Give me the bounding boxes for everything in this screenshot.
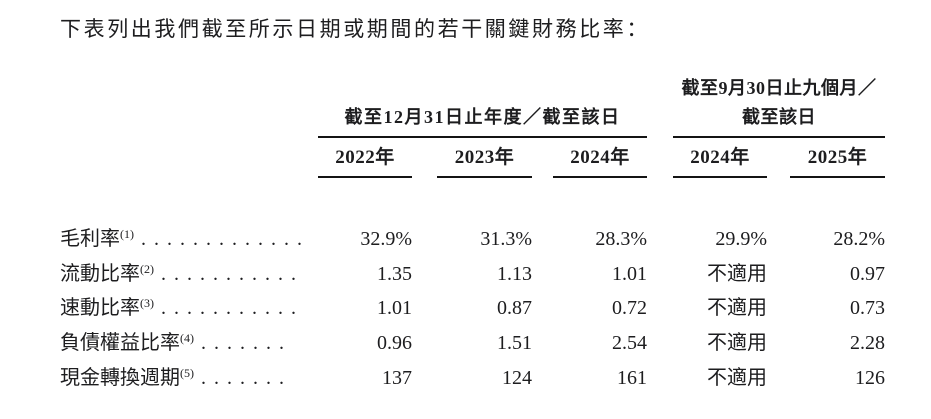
row-label-cell: 負債權益比率(4).......: [60, 326, 318, 361]
row-label-cell: 流動比率(2)...........: [60, 257, 318, 292]
row-label: 毛利率: [60, 228, 120, 250]
col-group-nine-month-line1: 截至9月30日止九個月／: [681, 77, 877, 98]
cell-value: 不適用: [707, 366, 767, 389]
cell-value: 29.9%: [715, 228, 767, 250]
dot-leader: ...........: [161, 262, 304, 285]
cell-value: 0.73: [850, 297, 885, 320]
footnote-marker: (1): [120, 227, 134, 241]
col-group-annual-label: 截至12月31日止年度／截至該日: [344, 106, 621, 127]
cell-value: 1.35: [377, 262, 412, 285]
cell-value: 124: [502, 366, 532, 389]
cell-value: 1.51: [497, 332, 532, 355]
cell-value: 0.72: [612, 297, 647, 320]
cell-value: 不適用: [707, 297, 767, 320]
footnote-marker: (4): [180, 331, 194, 346]
year-header-spacer: [60, 145, 318, 178]
cell-value: 1.13: [497, 262, 532, 285]
dot-leader: .............: [141, 228, 310, 250]
table-row-debt-to-equity: 負債權益比率(4)....... 0.96 1.51 2.54 不適用 2.28: [60, 326, 885, 361]
table-row-quick-ratio: 速動比率(3)........... 1.01 0.87 0.72 不適用 0.…: [60, 291, 885, 326]
cell-value: 0.97: [850, 262, 885, 285]
cell-value: 0.96: [377, 332, 412, 355]
cell-value: 2.54: [612, 332, 647, 355]
cell-value: 28.3%: [595, 228, 647, 250]
cell-value: 31.3%: [480, 228, 532, 250]
cell-value: 1.01: [612, 262, 647, 285]
year-column-header-2025-9m: 2025年: [790, 145, 885, 178]
table-year-header-row: 2022年 2023年 2024年 2024年 2025年: [60, 145, 885, 178]
dot-leader: .......: [201, 332, 292, 355]
dot-leader: ...........: [161, 297, 304, 320]
footnote-marker: (5): [180, 365, 194, 380]
cell-value: 1.01: [377, 297, 412, 320]
row-label: 現金轉換週期: [60, 366, 180, 389]
cell-value: 不適用: [707, 262, 767, 285]
table-group-header: 截至12月31日止年度／截至該日 截至9月30日止九個月／ 截至該日: [60, 70, 885, 138]
col-group-nine-month: 截至9月30日止九個月／ 截至該日: [673, 74, 885, 138]
row-label: 速動比率: [60, 297, 140, 320]
table-row-gross-margin: 毛利率(1)............. 32.9% 31.3% 28.3% 29…: [60, 222, 885, 257]
table-row-cash-conversion-cycle: 現金轉換週期(5)....... 137 124 161 不適用 126: [60, 361, 885, 396]
page-title: 下表列出我們截至所示日期或期間的若干關鍵財務比率：: [60, 17, 650, 41]
cell-value: 2.28: [850, 332, 885, 355]
footnote-marker: (2): [140, 261, 154, 276]
cell-value: 126: [855, 366, 885, 389]
dot-leader: .......: [201, 366, 292, 389]
row-label: 負債權益比率: [60, 332, 180, 355]
cell-value: 不適用: [707, 332, 767, 355]
cell-value: 161: [617, 366, 647, 389]
cell-value: 137: [382, 366, 412, 389]
row-label-cell: 現金轉換週期(5).......: [60, 361, 318, 396]
col-group-annual: 截至12月31日止年度／截至該日: [318, 103, 647, 138]
year-column-header-2024: 2024年: [553, 145, 647, 178]
row-label: 流動比率: [60, 262, 140, 285]
financial-ratios-table-body: 毛利率(1)............. 32.9% 31.3% 28.3% 29…: [60, 222, 885, 395]
cell-value: 32.9%: [360, 228, 412, 250]
table-row-current-ratio: 流動比率(2)........... 1.35 1.13 1.01 不適用 0.…: [60, 257, 885, 292]
cell-value: 0.87: [497, 297, 532, 320]
col-group-nine-month-line2: 截至該日: [742, 106, 816, 127]
row-label-cell: 速動比率(3)...........: [60, 291, 318, 326]
cell-value: 28.2%: [833, 228, 885, 250]
year-column-header-2024-9m: 2024年: [673, 145, 767, 178]
footnote-marker: (3): [140, 296, 154, 311]
year-column-header-2022: 2022年: [318, 145, 412, 178]
year-column-header-2023: 2023年: [437, 145, 532, 178]
row-label-cell: 毛利率(1).............: [60, 222, 318, 257]
